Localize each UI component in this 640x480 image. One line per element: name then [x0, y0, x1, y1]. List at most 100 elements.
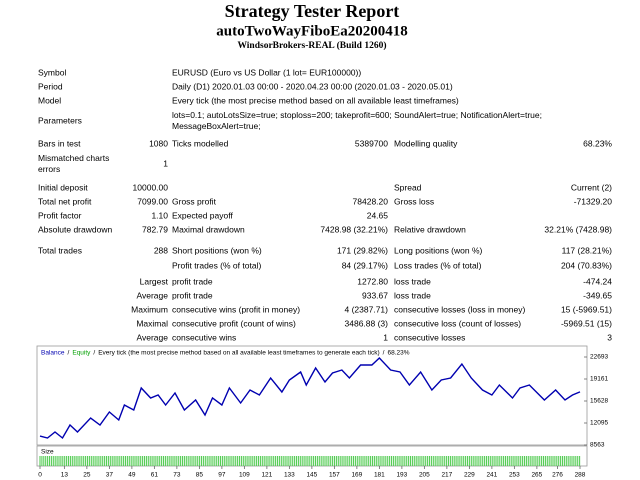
- cell-text: EURUSD (Euro vs US Dollar (1 lot= EUR100…: [172, 67, 361, 77]
- cell-label3: Spread: [394, 182, 422, 192]
- cell-label3: consecutive loss (count of losses): [394, 318, 521, 328]
- cell-label2: profit trade: [172, 276, 213, 286]
- x-tick-label: 276: [552, 472, 563, 479]
- cell-label: Model: [38, 95, 61, 105]
- cell-label3: Modelling quality: [394, 138, 458, 148]
- cell-label2: consecutive wins (profit in money): [172, 304, 300, 314]
- x-tick-label: 193: [396, 472, 407, 479]
- x-tick-label: 181: [374, 472, 385, 479]
- cell-label3: loss trade: [394, 276, 431, 286]
- cell-label: Absolute drawdown: [38, 224, 112, 234]
- x-tick-label: 97: [218, 472, 226, 479]
- expert-name: autoTwoWayFiboEa20200418: [216, 23, 407, 39]
- cell-head: Largest: [140, 276, 169, 286]
- cell-value3: -349.65: [583, 290, 612, 300]
- cell-value: 782.79: [142, 224, 168, 234]
- x-tick-label: 25: [83, 472, 91, 479]
- y-tick-label: 22693: [590, 354, 608, 361]
- cell-text: Daily (D1) 2020.01.03 00:00 - 2020.04.23…: [172, 81, 453, 91]
- x-tick-label: 109: [239, 472, 250, 479]
- x-tick-label: 85: [196, 472, 204, 479]
- cell-value: 7099.00: [137, 196, 168, 206]
- cell-value3: 3: [607, 332, 612, 342]
- cell-label: Parameters: [38, 115, 82, 125]
- cell-value2: 3486.88 (3): [345, 318, 389, 328]
- x-tick-label: 13: [61, 472, 69, 479]
- x-tick-label: 229: [464, 472, 475, 479]
- x-tick-label: 49: [128, 472, 136, 479]
- y-tick-label: 19161: [590, 376, 608, 383]
- balance-line: [39, 357, 581, 440]
- cell-value3: 32.21% (7428.98): [544, 224, 612, 234]
- cell-label2: Expected payoff: [172, 210, 233, 220]
- cell-value2: 933.67: [362, 290, 388, 300]
- x-tick-label: 157: [329, 472, 340, 479]
- cell-head: Maximal: [136, 318, 168, 328]
- cell-label: errors: [38, 164, 60, 174]
- x-tick-label: 205: [419, 472, 430, 479]
- cell-value: 1.10: [151, 210, 168, 220]
- cell-value3: 15 (-5969.51): [561, 304, 612, 314]
- y-tick-label: 8563: [590, 442, 605, 449]
- cell-label: Total net profit: [38, 196, 92, 206]
- cell-head: Average: [136, 332, 168, 342]
- cell-label3: consecutive losses: [394, 332, 465, 342]
- cell-label: Mismatched charts: [38, 153, 109, 163]
- cell-value2: 7428.98 (32.21%): [320, 224, 388, 234]
- x-tick-label: 288: [575, 472, 586, 479]
- x-tick-label: 0: [38, 472, 42, 479]
- cell-value: 1: [163, 158, 168, 168]
- cell-text: lots=0.1; autoLotsSize=true; stoploss=20…: [172, 110, 542, 120]
- cell-label3: consecutive losses (loss in money): [394, 304, 526, 314]
- report-title: Strategy Tester Report: [225, 1, 400, 21]
- chart-frame: [36, 345, 588, 446]
- x-tick-label: 121: [261, 472, 272, 479]
- cell-label2: Gross profit: [172, 196, 217, 206]
- legend-separator: /: [68, 350, 70, 357]
- cell-value2: 5389700: [355, 138, 388, 148]
- cell-label2: consecutive profit (count of wins): [172, 318, 296, 328]
- y-tick-label: 12095: [590, 420, 608, 427]
- cell-value2: 4 (2387.71): [345, 304, 389, 314]
- cell-value3: -71329.20: [574, 196, 613, 206]
- cell-text: MessageBoxAlert=true;: [172, 121, 261, 131]
- cell-value3: Current (2): [571, 182, 612, 192]
- legend-separator: /: [93, 350, 95, 357]
- cell-head: Average: [136, 290, 168, 300]
- cell-value3: -474.24: [583, 276, 612, 286]
- x-tick-label: 217: [441, 472, 452, 479]
- cell-value2: 24.65: [367, 210, 389, 220]
- cell-label2: consecutive wins: [172, 332, 236, 342]
- cell-value3: 204 (70.83%): [561, 260, 612, 270]
- cell-label3: Relative drawdown: [394, 224, 466, 234]
- x-tick-label: 37: [106, 472, 114, 479]
- cell-value2: 1272.80: [357, 276, 388, 286]
- legend-separator: /: [383, 350, 385, 357]
- cell-value: 10000.00: [133, 182, 169, 192]
- cell-label3: Long positions (won %): [394, 245, 483, 255]
- cell-label2: Ticks modelled: [172, 138, 229, 148]
- cell-text: Every tick (the most precise method base…: [172, 95, 459, 105]
- size-label: Size: [41, 449, 54, 456]
- cell-value2: 171 (29.82%): [337, 245, 388, 255]
- legend-model: Every tick (the most precise method base…: [98, 350, 379, 357]
- cell-label: Period: [38, 81, 63, 91]
- x-tick-label: 169: [351, 472, 362, 479]
- cell-value2: 1: [383, 332, 388, 342]
- cell-label3: Loss trades (% of total): [394, 260, 482, 270]
- cell-value2: 78428.20: [353, 196, 389, 206]
- cell-value: 288: [154, 245, 168, 255]
- cell-label: Symbol: [38, 67, 66, 77]
- cell-label2: Short positions (won %): [172, 245, 262, 255]
- cell-value3: -5969.51 (15): [561, 318, 612, 328]
- cell-head: Maximum: [131, 304, 168, 314]
- x-tick-label: 253: [509, 472, 520, 479]
- server-name: WindsorBrokers-REAL (Build 1260): [237, 40, 386, 51]
- legend-equity: Equity: [72, 350, 91, 357]
- cell-label2: Profit trades (% of total): [172, 260, 261, 270]
- cell-value2: 84 (29.17%): [342, 260, 388, 270]
- x-tick-label: 61: [151, 472, 159, 479]
- x-tick-label: 241: [486, 472, 497, 479]
- x-tick-label: 73: [173, 472, 181, 479]
